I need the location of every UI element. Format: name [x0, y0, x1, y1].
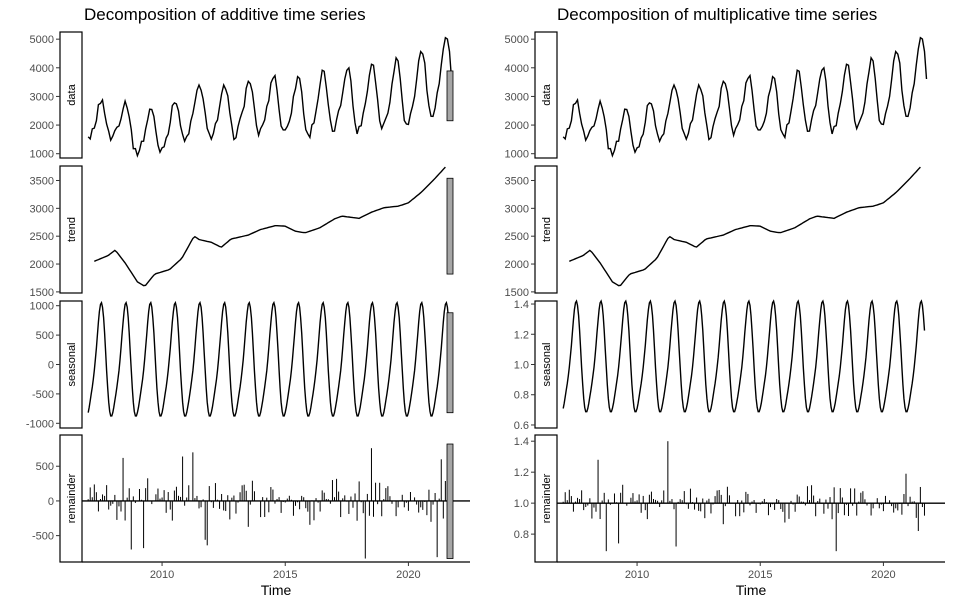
strip-box: [59, 165, 83, 294]
y-tick-label: 5000: [30, 34, 54, 46]
strip-box: [59, 31, 83, 159]
y-tick-label: 2500: [30, 231, 54, 243]
y-tick-label: -500: [32, 389, 54, 401]
x-tick-label: 2015: [748, 569, 772, 581]
y-tick-label: 1.2: [514, 329, 529, 341]
y-tick-label: -1000: [26, 418, 54, 430]
scale-bar: [446, 177, 454, 275]
panel-data: data 1000 2000 3000 4000 5000: [30, 31, 454, 161]
x-tick-label: 2015: [273, 569, 297, 581]
data-series-line: [562, 36, 928, 158]
y-tick-label: 1500: [505, 287, 529, 299]
panel-trend: trend 1500 2000 2500 3000 3500: [30, 165, 454, 299]
y-tick-label: 0.8: [514, 390, 529, 402]
chart-title: Decomposition of multiplicative time ser…: [557, 5, 877, 24]
panel-seasonal: seasonal 1000 500 0 -500 -1000: [26, 300, 454, 430]
strip-label: seasonal: [541, 342, 553, 386]
seasonal-series-line: [87, 300, 451, 417]
trend-series-line: [94, 166, 446, 287]
strip-label: remainder: [66, 473, 78, 523]
panel-data: data 1000 2000 3000 4000 5000: [505, 31, 928, 161]
x-tick-label: 2010: [625, 569, 649, 581]
y-tick-label: 4000: [505, 63, 529, 75]
y-tick-label: 0.8: [514, 529, 529, 541]
x-tick-label: 2010: [150, 569, 174, 581]
strip-label: data: [66, 83, 78, 105]
panel-seasonal: seasonal 1.4 1.2 1.0 0.8 0.6: [514, 299, 926, 432]
x-axis-label: Time: [736, 582, 767, 598]
y-tick-label: 500: [36, 461, 54, 473]
y-tick-label: 0: [48, 360, 54, 372]
strip-box: [59, 434, 83, 563]
y-tick-label: 3500: [505, 175, 529, 187]
y-tick-label: 1500: [30, 287, 54, 299]
y-tick-label: 1000: [30, 149, 54, 161]
strip-box: [534, 165, 558, 294]
strip-label: data: [541, 83, 553, 105]
y-tick-label: 4000: [30, 63, 54, 75]
y-tick-label: 500: [36, 330, 54, 342]
y-tick-label: 1.0: [514, 360, 529, 372]
strip-label: seasonal: [66, 342, 78, 386]
strip-label: trend: [66, 217, 78, 242]
y-tick-label: 2500: [505, 231, 529, 243]
strip-label: remainder: [541, 473, 553, 523]
y-tick-label: 2000: [505, 120, 529, 132]
seasonal-series-line: [562, 299, 926, 413]
chart-title: Decomposition of additive time series: [84, 5, 366, 24]
scale-bar: [446, 312, 454, 414]
strip-box: [534, 31, 558, 159]
y-tick-label: 2000: [505, 259, 529, 271]
x-tick-label: 2020: [396, 569, 420, 581]
panel-remainder: remainder 1.4 1.2 1.0 0.8: [514, 434, 945, 563]
scale-bar: [446, 70, 454, 122]
y-tick-label: -500: [32, 531, 54, 543]
trend-series-line: [569, 166, 921, 287]
scale-bar: [446, 443, 454, 559]
y-tick-label: 1.0: [514, 498, 529, 510]
y-tick-label: 0.6: [514, 420, 529, 432]
strip-label: trend: [541, 217, 553, 242]
y-tick-label: 1.4: [514, 436, 529, 448]
y-tick-label: 2000: [30, 120, 54, 132]
panel-remainder: remainder 500 0 -500: [32, 434, 470, 563]
y-tick-label: 0: [48, 496, 54, 508]
chart-additive: Decomposition of additive time series dat…: [26, 5, 470, 598]
y-tick-label: 3000: [30, 91, 54, 103]
x-tick-label: 2020: [871, 569, 895, 581]
panel-trend: trend 1500 2000 2500 3000 3500: [505, 165, 921, 299]
y-tick-label: 1000: [30, 301, 54, 313]
y-tick-label: 2000: [30, 259, 54, 271]
y-tick-label: 5000: [505, 34, 529, 46]
y-tick-label: 1000: [505, 149, 529, 161]
y-tick-label: 1.2: [514, 467, 529, 479]
y-tick-label: 3000: [505, 91, 529, 103]
y-tick-label: 1.4: [514, 299, 529, 311]
x-axis-label: Time: [261, 582, 292, 598]
strip-box: [534, 434, 558, 563]
y-tick-label: 3500: [30, 175, 54, 187]
y-tick-label: 3000: [505, 203, 529, 215]
y-tick-label: 3000: [30, 203, 54, 215]
chart-multiplicative: Decomposition of multiplicative time ser…: [505, 5, 945, 598]
data-series-line: [87, 36, 453, 158]
